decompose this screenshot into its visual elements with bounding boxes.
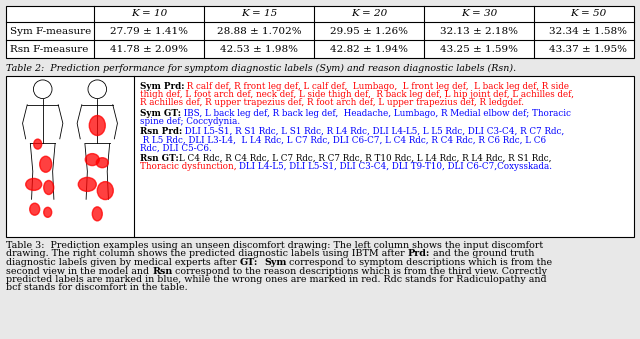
Text: Table 2:  Prediction performance for symptom diagnostic labels (Sym) and reason : Table 2: Prediction performance for symp… — [6, 64, 516, 73]
Text: drawing. The right column shows the predicted diagnostic labels using IBTM after: drawing. The right column shows the pred… — [6, 250, 408, 259]
Ellipse shape — [34, 139, 42, 149]
Ellipse shape — [44, 180, 54, 195]
Text: GT:: GT: — [240, 258, 258, 267]
Text: 42.53 ± 1.98%: 42.53 ± 1.98% — [220, 44, 298, 54]
Text: spine def; Coccydynia.: spine def; Coccydynia. — [140, 117, 240, 126]
Text: Rdc, DLI C5-C6.: Rdc, DLI C5-C6. — [140, 143, 212, 153]
Text: 27.79 ± 1.41%: 27.79 ± 1.41% — [110, 26, 188, 36]
Ellipse shape — [97, 182, 113, 200]
Text: Rsn: Rsn — [152, 266, 172, 276]
Ellipse shape — [96, 158, 108, 168]
Text: 28.88 ± 1.702%: 28.88 ± 1.702% — [217, 26, 301, 36]
Text: 29.95 ± 1.26%: 29.95 ± 1.26% — [330, 26, 408, 36]
Ellipse shape — [26, 178, 42, 191]
Text: Sym F-measure: Sym F-measure — [10, 26, 92, 36]
Text: K = 15: K = 15 — [241, 9, 277, 19]
Text: correspond to symptom descriptions which is from the: correspond to symptom descriptions which… — [287, 258, 552, 267]
Text: Sym: Sym — [264, 258, 287, 267]
Text: 32.13 ± 2.18%: 32.13 ± 2.18% — [440, 26, 518, 36]
Text: K = 50: K = 50 — [570, 9, 606, 19]
Bar — [6, 76, 634, 237]
Text: K = 20: K = 20 — [351, 9, 387, 19]
Ellipse shape — [29, 203, 40, 215]
Ellipse shape — [78, 177, 96, 192]
Text: 42.82 ± 1.94%: 42.82 ± 1.94% — [330, 44, 408, 54]
Text: diagnostic labels given by medical experts after: diagnostic labels given by medical exper… — [6, 258, 240, 267]
Ellipse shape — [85, 154, 99, 165]
Text: Table 3:  Prediction examples using an unseen discomfort drawing: The left colum: Table 3: Prediction examples using an un… — [6, 241, 543, 250]
Text: 43.37 ± 1.95%: 43.37 ± 1.95% — [549, 44, 627, 54]
Text: Thoracic dysfunction,: Thoracic dysfunction, — [140, 162, 239, 171]
Text: L C4 Rdc, R C4 Rdc, L C7 Rdc, R C7 Rdc, R T10 Rdc, L L4 Rdc, R L4 Rdc, R S1 Rdc,: L C4 Rdc, R C4 Rdc, L C7 Rdc, R C7 Rdc, … — [179, 154, 551, 163]
Text: 32.34 ± 1.58%: 32.34 ± 1.58% — [549, 26, 627, 36]
Text: 41.78 ± 2.09%: 41.78 ± 2.09% — [110, 44, 188, 54]
Ellipse shape — [92, 207, 102, 221]
Text: K = 10: K = 10 — [131, 9, 167, 19]
Bar — [6, 6, 634, 58]
Text: Sym Prd:: Sym Prd: — [140, 82, 184, 91]
Text: K = 30: K = 30 — [461, 9, 497, 19]
Text: IBS, L back leg def, R back leg def,  Headache, Lumbago, R Medial elbow def; Tho: IBS, L back leg def, R back leg def, Hea… — [181, 108, 571, 118]
Text: thigh def, L foot arch def, neck def, L side thigh def,  R back leg def, L hip j: thigh def, L foot arch def, neck def, L … — [140, 90, 574, 99]
Ellipse shape — [89, 116, 105, 136]
Text: Sym GT:: Sym GT: — [140, 108, 181, 118]
Text: and the ground truth: and the ground truth — [430, 250, 534, 259]
Ellipse shape — [44, 207, 52, 217]
Text: correspond to the reason descriptions which is from the third view. Correctly: correspond to the reason descriptions wh… — [172, 266, 547, 276]
Text: Rsn F-measure: Rsn F-measure — [10, 44, 88, 54]
Ellipse shape — [40, 156, 52, 172]
Text: bcf stands for discomfort in the table.: bcf stands for discomfort in the table. — [6, 283, 188, 293]
Text: R calf def, R front leg def, L calf def,  Lumbago,  L front leg def,  L back leg: R calf def, R front leg def, L calf def,… — [184, 82, 570, 91]
Text: predicted labels are marked in blue, while the wrong ones are marked in red. Rdc: predicted labels are marked in blue, whi… — [6, 275, 547, 284]
Text: R achilles def, R upper trapezius def, R foot arch def, L upper trapezius def, R: R achilles def, R upper trapezius def, R… — [140, 98, 524, 107]
Text: DLI L4-L5, DLI L5-S1, DLI C3-C4, DLI T9-T10, DLI C6-C7,Coxysskada.: DLI L4-L5, DLI L5-S1, DLI C3-C4, DLI T9-… — [239, 162, 552, 171]
Text: DLI L5-S1, R S1 Rdc, L S1 Rdc, R L4 Rdc, DLI L4-L5, L L5 Rdc, DLI C3-C4, R C7 Rd: DLI L5-S1, R S1 Rdc, L S1 Rdc, R L4 Rdc,… — [182, 127, 564, 136]
Text: second view in the model and: second view in the model and — [6, 266, 152, 276]
Text: Rsn Prd:: Rsn Prd: — [140, 127, 182, 136]
Text: Rsn GT:: Rsn GT: — [140, 154, 179, 163]
Text: R L5 Rdc, DLI L3-L4,  L L4 Rdc, L C7 Rdc, DLI C6-C7, L C4 Rdc, R C4 Rdc, R C6 Rd: R L5 Rdc, DLI L3-L4, L L4 Rdc, L C7 Rdc,… — [140, 135, 546, 144]
Text: 43.25 ± 1.59%: 43.25 ± 1.59% — [440, 44, 518, 54]
Text: Prd:: Prd: — [408, 250, 430, 259]
